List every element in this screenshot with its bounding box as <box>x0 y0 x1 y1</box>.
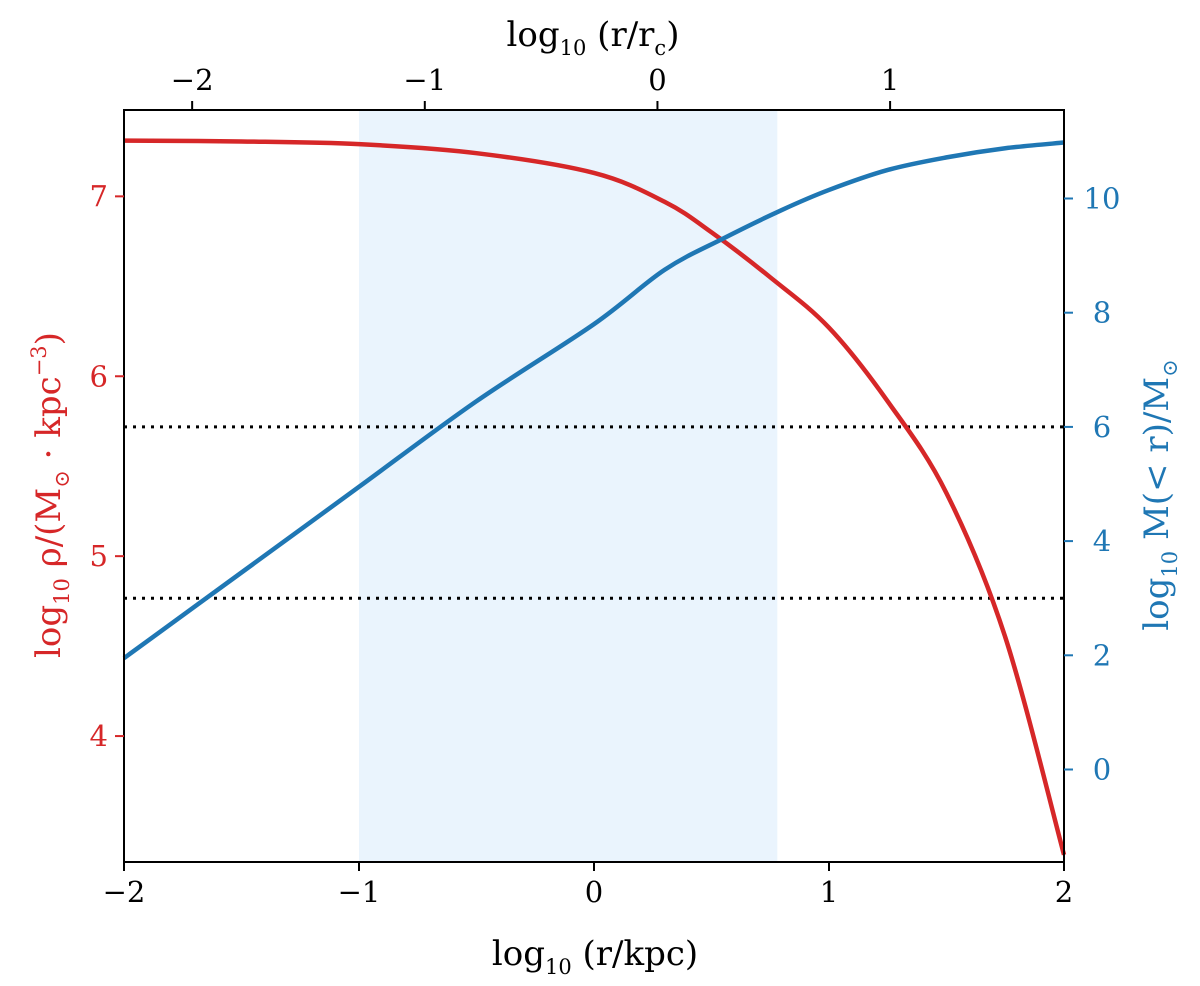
right-tick-label: 2 <box>1093 638 1111 672</box>
right-tick-label: 4 <box>1093 524 1111 558</box>
right-tick-label: 6 <box>1093 410 1111 444</box>
top-tick-label: −2 <box>171 63 214 97</box>
top-tick-label: 0 <box>648 63 666 97</box>
x-tick-label: 1 <box>820 875 838 909</box>
left-tick-label: 6 <box>90 359 108 393</box>
x-axis-title: log10 (r/kpc) <box>492 934 698 979</box>
right-tick-label: 8 <box>1093 296 1111 330</box>
left-tick-label: 7 <box>90 179 108 213</box>
x-tick-label: 2 <box>1055 875 1073 909</box>
top-tick-label: −1 <box>403 63 446 97</box>
x-tick-label: −1 <box>338 875 381 909</box>
x-tick-label: −2 <box>103 875 146 909</box>
top-axis-title: log10 (r/rc) <box>507 15 680 60</box>
left-axis-title: log10 ρ/(M⊙ · kpc−3) <box>27 332 74 658</box>
right-axis-title: log10 M(< r)/M⊙ <box>1137 359 1182 630</box>
enclosed-mass-curve <box>122 140 1065 660</box>
x-tick-label: 0 <box>585 875 603 909</box>
left-tick-label: 5 <box>90 539 108 573</box>
top-tick-label: 1 <box>881 63 899 97</box>
right-tick-label: 10 <box>1084 182 1121 216</box>
left-tick-label: 4 <box>90 719 108 753</box>
density-curve <box>123 138 1067 856</box>
right-tick-label: 0 <box>1093 752 1111 786</box>
shaded-region <box>359 110 778 862</box>
